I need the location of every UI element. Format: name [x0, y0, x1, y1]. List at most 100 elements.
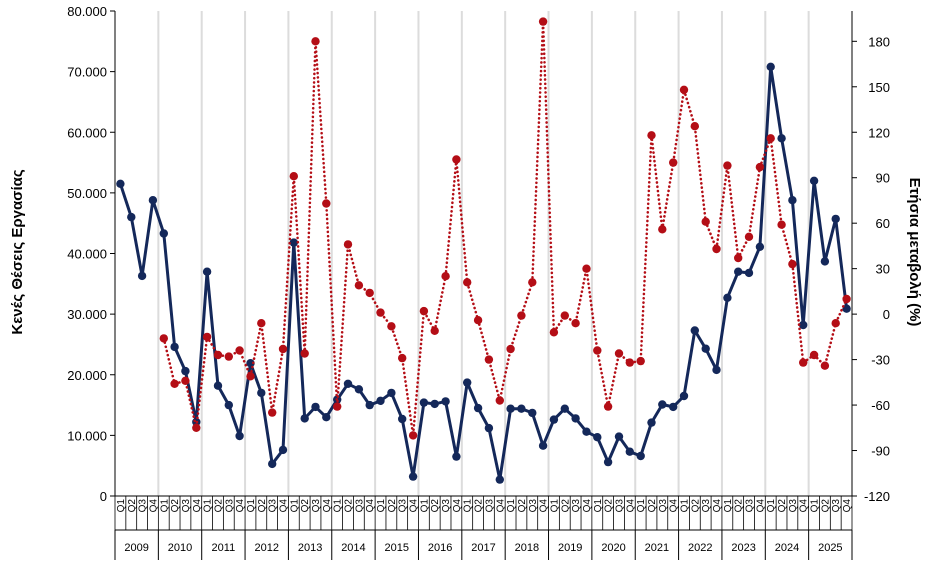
- series-1-point: [473, 403, 483, 413]
- quarter-label: Q3: [701, 499, 712, 513]
- series-1-point: [387, 388, 396, 398]
- quarter-label: Q2: [170, 499, 181, 513]
- quarter-label: Q1: [203, 499, 214, 513]
- quarter-label: Q3: [788, 499, 799, 513]
- series-2-point: [842, 294, 851, 304]
- series-1-point: [603, 457, 613, 467]
- quarter-label: Q4: [625, 499, 636, 513]
- series-1-point: [463, 378, 472, 387]
- series-1-point: [658, 400, 667, 409]
- series-1-point: [419, 398, 429, 407]
- series-1-point: [343, 379, 353, 388]
- series-line-1: [118, 65, 849, 482]
- quarter-label: Q3: [181, 499, 192, 513]
- quarter-label: Q2: [474, 499, 485, 513]
- x-axis: Q1 Q2 Q3 Q4 Q1 Q2 Q3 Q4 Q1 Q2 Q3 Q4 Q1 Q2 Q3 Q4 Q1 Q2 Q3 Q4…: [114, 496, 853, 560]
- quarter-label: Q2: [647, 499, 658, 513]
- quarter-label: Q3: [354, 499, 365, 513]
- series-1-point: [137, 271, 147, 281]
- series-1-point: [831, 214, 840, 224]
- left-tick-label: 70.000: [67, 65, 107, 80]
- series-1-point: [538, 441, 548, 450]
- quarter-label: Q1: [723, 499, 734, 513]
- series-2-point: [311, 37, 320, 46]
- quarter-label: Q3: [398, 499, 409, 513]
- year-label: 2022: [688, 542, 712, 554]
- right-tick-label: 150: [868, 80, 890, 95]
- left-tick-label: 60.000: [67, 125, 107, 140]
- series-2-point: [441, 272, 450, 281]
- series-2-point: [452, 155, 461, 164]
- series-1-point: [809, 176, 819, 185]
- series-2-point: [376, 308, 385, 317]
- series-1-point: [777, 134, 786, 143]
- series-1-point: [300, 414, 309, 423]
- right-tick-label: 30: [876, 262, 890, 277]
- quarter-label: Q1: [159, 499, 170, 513]
- quarter-label: Q4: [278, 499, 289, 513]
- series-2-point: [343, 240, 353, 249]
- series-1-point: [528, 408, 537, 418]
- left-tick-label: 0: [100, 489, 107, 504]
- quarter-label: Q1: [549, 499, 560, 513]
- series-2-point: [712, 244, 721, 254]
- series-1-point: [625, 447, 634, 456]
- left-y-axis: 0 10.000 20.000 30.000 40.000 50.000 60.000 70.…: [67, 4, 115, 504]
- series-1-point: [495, 475, 504, 484]
- series-1-point: [799, 320, 808, 330]
- quarter-label: Q2: [257, 499, 268, 513]
- series-2-point: [528, 278, 537, 287]
- series-2-point: [495, 396, 504, 405]
- series-1-point: [127, 212, 136, 222]
- series-2-point: [571, 319, 580, 328]
- series-1-point: [517, 404, 526, 413]
- series-1-point: [202, 267, 212, 276]
- quarter-label: Q2: [300, 499, 311, 513]
- year-label: 2024: [775, 542, 799, 554]
- series-2-point: [669, 158, 678, 167]
- quarter-label: Q1: [246, 499, 257, 513]
- left-tick-label: 20.000: [67, 368, 107, 383]
- year-label: 2023: [731, 542, 755, 554]
- series-1-point: [679, 391, 689, 401]
- right-tick-label: 0: [883, 307, 890, 322]
- series-1-point: [506, 404, 515, 413]
- series-2-point: [463, 278, 472, 287]
- series-1-point: [560, 404, 569, 413]
- series-1-point: [636, 451, 645, 461]
- series-1-point: [311, 402, 320, 412]
- quarter-label: Q3: [528, 499, 539, 513]
- quarter-label: Q3: [224, 499, 235, 513]
- series-2-point: [723, 161, 732, 170]
- quarter-label: Q3: [658, 499, 669, 513]
- quarter-label: Q1: [766, 499, 777, 513]
- series-1-point: [354, 385, 364, 394]
- series-2-point: [690, 122, 699, 131]
- series-2-point: [202, 332, 212, 342]
- series-2-point: [506, 344, 515, 354]
- quarter-label: Q3: [311, 499, 322, 513]
- quarter-label: Q4: [495, 499, 506, 513]
- quarter-label: Q4: [539, 499, 550, 513]
- quarter-label: Q1: [636, 499, 647, 513]
- series-1-point: [235, 431, 244, 441]
- right-y-axis: -120 -90 -60 -30 0 30 60 90 120 150 180: [852, 34, 890, 504]
- series-1-point: [322, 413, 331, 422]
- series-1-point: [116, 179, 125, 188]
- quarter-label: Q3: [441, 499, 452, 513]
- quarter-label: Q3: [138, 499, 149, 513]
- series-2-point: [701, 217, 710, 226]
- series-2-point: [430, 326, 439, 335]
- series-2-point: [549, 328, 559, 337]
- series-1-point: [224, 400, 233, 410]
- left-tick-label: 40.000: [67, 247, 107, 262]
- series-1-point: [452, 452, 461, 461]
- series-2-point: [777, 220, 786, 229]
- right-axis-title: Ετήσια μεταβολή (%): [906, 178, 923, 327]
- series-1-point: [571, 414, 580, 423]
- series-2-point: [766, 134, 775, 143]
- series-2-point: [354, 281, 364, 290]
- year-label: 2015: [385, 542, 409, 554]
- quarter-label: Q4: [842, 499, 853, 513]
